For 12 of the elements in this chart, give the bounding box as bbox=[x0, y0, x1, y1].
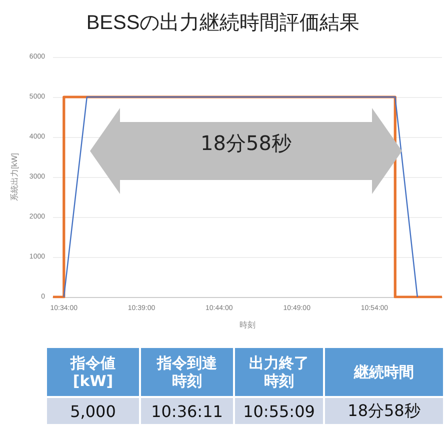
category-label: 継続時間 bbox=[354, 363, 414, 381]
category-label: 指令値 [kW] bbox=[70, 354, 116, 390]
category-label: 出力終了時刻 bbox=[248, 354, 310, 390]
text: 18分58秒 bbox=[325, 398, 443, 424]
category-label: 指令到達時刻 bbox=[156, 354, 218, 390]
text: 10:55:09 bbox=[235, 398, 323, 424]
annotation: 18分58秒 bbox=[200, 130, 292, 157]
x-axis-title: 時刻 bbox=[240, 320, 256, 330]
text: 10:36:11 bbox=[141, 398, 233, 424]
y-axis-title: 系統出力[kW] bbox=[10, 153, 20, 201]
text: 5,000 bbox=[47, 398, 139, 424]
chart-title: BESSの出力継続時間評価結果 bbox=[86, 12, 360, 34]
